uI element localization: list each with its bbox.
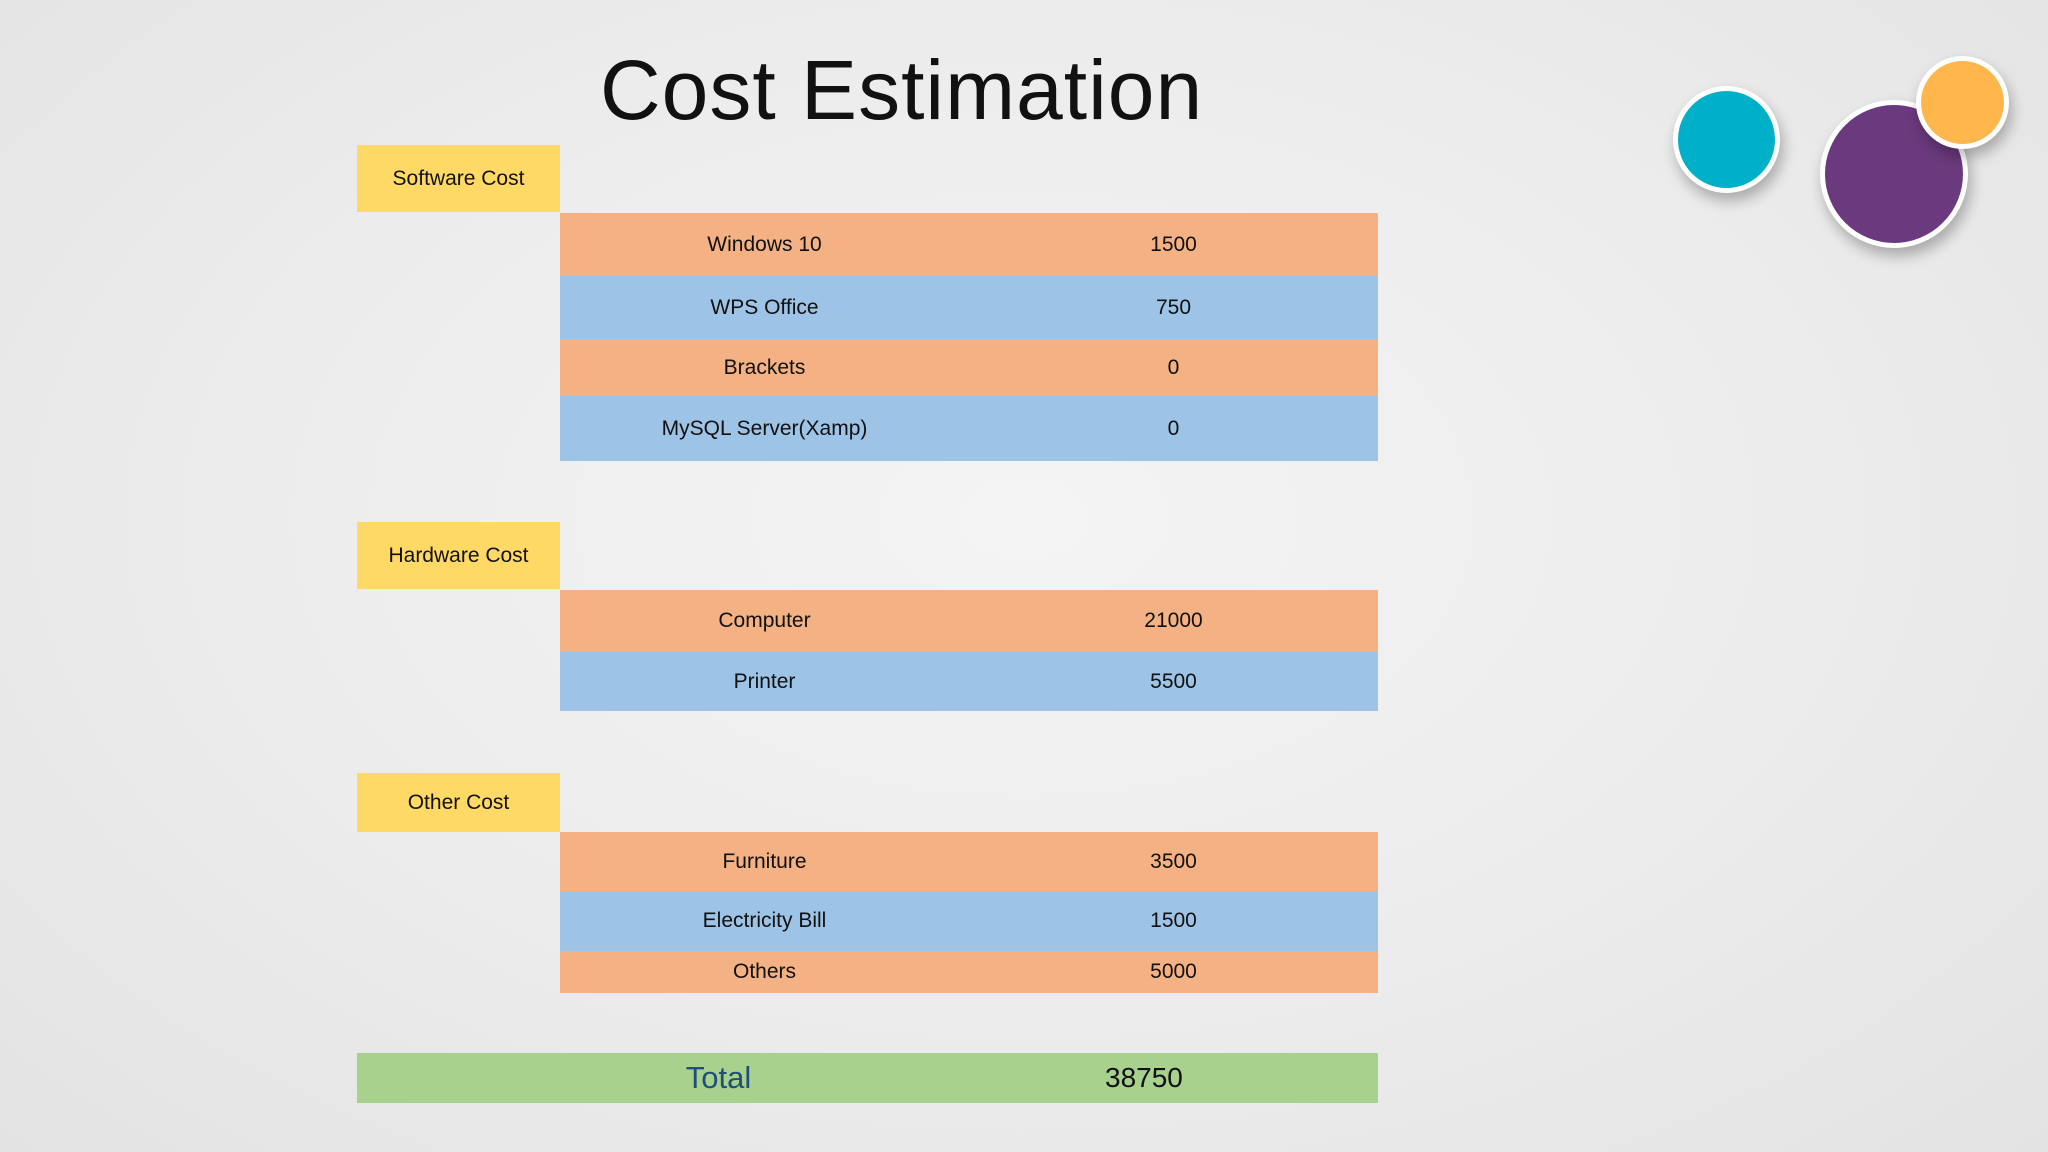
item-name: Printer (733, 669, 796, 693)
item-value: 3500 (1150, 849, 1197, 873)
category-other-cost: Other Cost (357, 773, 560, 832)
table-row: Others 5000 (560, 951, 1378, 993)
table-row: WPS Office 750 (560, 276, 1378, 339)
item-name: Others (732, 960, 797, 983)
page-title: Cost Estimation (600, 43, 1204, 137)
table-row: Furniture 3500 (560, 832, 1378, 891)
item-name: Electricity Bill (702, 909, 827, 932)
item-name: MySQL Server(Xamp) (661, 416, 868, 440)
total-label: Total (685, 1060, 752, 1095)
item-value: 750 (1155, 295, 1192, 319)
item-value: 5500 (1150, 669, 1197, 693)
item-value: 1500 (1150, 232, 1197, 256)
total-row: Total 38750 (357, 1053, 1378, 1103)
item-name: WPS Office (710, 295, 819, 319)
table-row: Electricity Bill 1500 (560, 891, 1378, 951)
category-hardware-cost: Hardware Cost (357, 522, 560, 589)
table-row: Computer 21000 (560, 590, 1378, 652)
item-value: 0 (1167, 416, 1180, 440)
table-row: Windows 10 1500 (560, 213, 1378, 276)
item-name: Furniture (722, 849, 807, 873)
table-row: Printer 5500 (560, 652, 1378, 711)
category-software-cost: Software Cost (357, 145, 560, 212)
item-value: 1500 (1150, 909, 1197, 932)
item-value: 5000 (1150, 960, 1197, 983)
orange-circle-decoration (1916, 56, 2009, 149)
teal-circle-decoration (1673, 86, 1780, 193)
total-value: 38750 (1105, 1062, 1183, 1093)
item-value: 0 (1167, 355, 1180, 379)
item-name: Brackets (723, 355, 806, 379)
item-name: Windows 10 (707, 232, 822, 256)
item-name: Computer (718, 609, 811, 632)
item-value: 21000 (1144, 609, 1203, 632)
table-row: MySQL Server(Xamp) 0 (560, 396, 1378, 461)
table-row: Brackets 0 (560, 339, 1378, 396)
